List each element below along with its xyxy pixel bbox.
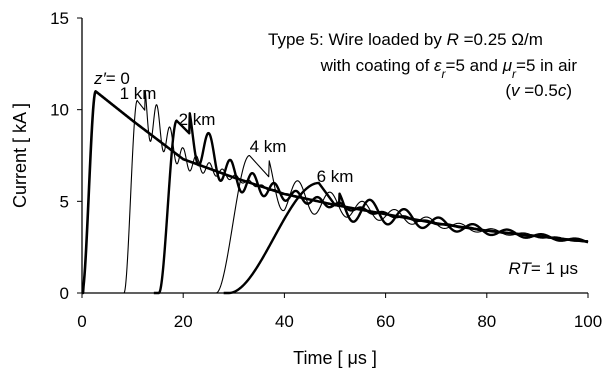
x-tick-label: 0 — [77, 312, 86, 331]
series-line-4 — [222, 181, 589, 295]
y-tick-label: 10 — [50, 101, 69, 120]
y-tick-label: 0 — [60, 284, 69, 303]
annotation-line-3: (v =0.5c) — [505, 81, 572, 100]
curve-labels: z′= 01 km 2 km 4 km 6 km — [93, 69, 353, 186]
x-tick-label: 60 — [376, 312, 395, 331]
curve-label-1: 1 km — [120, 84, 157, 103]
curve-label-0: z′= 0 — [93, 69, 130, 88]
annotations: Type 5: Wire loaded by R =0.25 Ω/m with c… — [268, 30, 578, 278]
x-tick-label: 80 — [477, 312, 496, 331]
x-tick-label: 20 — [174, 312, 193, 331]
y-axis-title: Current [ kA ] — [10, 103, 30, 208]
annotation-rise-time: RT= 1 μs — [509, 259, 578, 278]
curve-label-2: 2 km — [179, 110, 216, 129]
tick-labels: 0 20 40 60 80 100 0 5 10 15 — [50, 9, 602, 331]
annotation-line-2: with coating of εr=5 and μr=5 in air — [320, 56, 578, 81]
curve-label-4: 6 km — [317, 167, 354, 186]
axes — [81, 18, 588, 294]
y-tick-label: 5 — [60, 192, 69, 211]
x-tick-label: 100 — [574, 312, 602, 331]
y-tick-label: 15 — [50, 9, 69, 28]
x-axis-title: Time [ μs ] — [293, 348, 377, 368]
annotation-line-1: Type 5: Wire loaded by R =0.25 Ω/m — [268, 30, 543, 49]
series-lines — [81, 89, 589, 295]
x-tick-label: 40 — [275, 312, 294, 331]
curve-label-3: 4 km — [250, 137, 287, 156]
